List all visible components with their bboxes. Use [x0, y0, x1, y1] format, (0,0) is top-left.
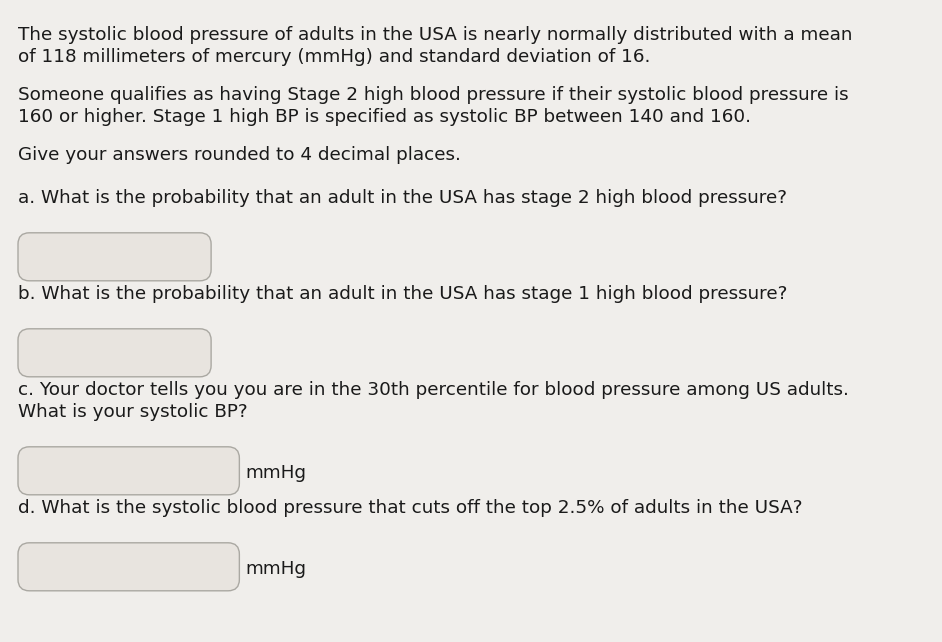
Text: c. Your doctor tells you you are in the 30th percentile for blood pressure among: c. Your doctor tells you you are in the …: [18, 381, 849, 399]
Text: d. What is the systolic blood pressure that cuts off the top 2.5% of adults in t: d. What is the systolic blood pressure t…: [18, 499, 803, 517]
Text: b. What is the probability that an adult in the USA has stage 1 high blood press: b. What is the probability that an adult…: [18, 285, 788, 303]
Text: The systolic blood pressure of adults in the USA is nearly normally distributed : The systolic blood pressure of adults in…: [18, 26, 853, 44]
Text: 160 or higher. Stage 1 high BP is specified as systolic BP between 140 and 160.: 160 or higher. Stage 1 high BP is specif…: [18, 108, 751, 126]
Text: mmHg: mmHg: [245, 464, 306, 482]
Text: mmHg: mmHg: [245, 560, 306, 578]
Text: a. What is the probability that an adult in the USA has stage 2 high blood press: a. What is the probability that an adult…: [18, 189, 787, 207]
Text: of 118 millimeters of mercury (mmHg) and standard deviation of 16.: of 118 millimeters of mercury (mmHg) and…: [18, 48, 650, 66]
FancyBboxPatch shape: [18, 542, 239, 591]
Text: Give your answers rounded to 4 decimal places.: Give your answers rounded to 4 decimal p…: [18, 146, 461, 164]
FancyBboxPatch shape: [18, 329, 211, 377]
Text: Someone qualifies as having Stage 2 high blood pressure if their systolic blood : Someone qualifies as having Stage 2 high…: [18, 86, 849, 104]
Text: What is your systolic BP?: What is your systolic BP?: [18, 403, 248, 421]
FancyBboxPatch shape: [18, 233, 211, 281]
FancyBboxPatch shape: [18, 447, 239, 495]
